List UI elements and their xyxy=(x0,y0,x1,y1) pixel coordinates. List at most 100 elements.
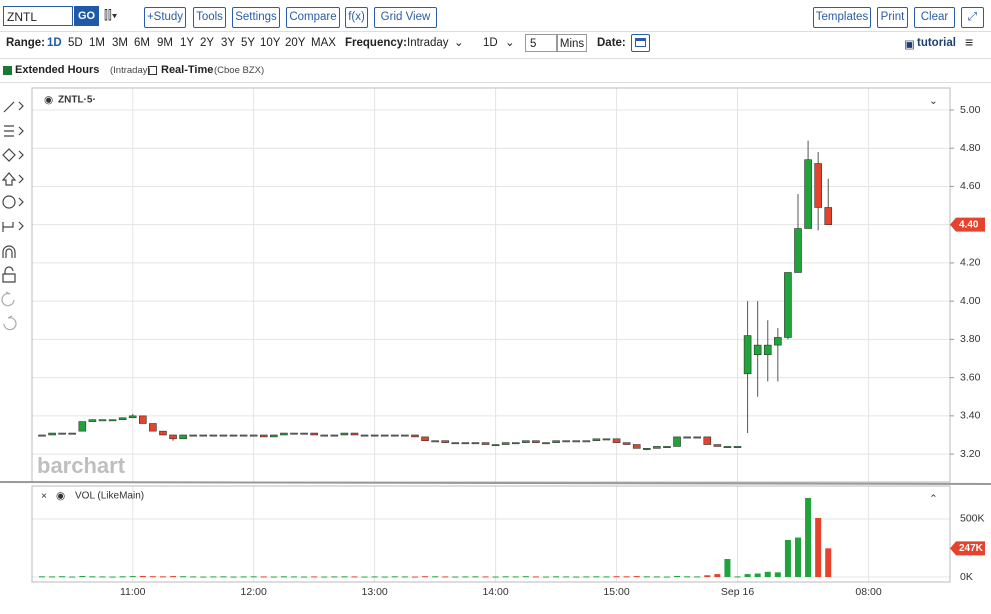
volume-bar xyxy=(139,575,146,578)
candle-body xyxy=(290,432,298,435)
range-option[interactable]: 20Y xyxy=(285,37,306,49)
volume-bar xyxy=(704,575,711,578)
toolbar-button[interactable]: Print xyxy=(877,7,908,28)
tool-icon[interactable] xyxy=(1,172,24,186)
tool-icon[interactable] xyxy=(2,197,24,232)
tutorial-icon[interactable]: ▣ xyxy=(904,39,915,51)
candle-body xyxy=(68,432,77,435)
toolbar-button[interactable]: Compare xyxy=(286,7,340,28)
interval-input[interactable]: 5 xyxy=(525,34,557,52)
range-option[interactable]: 1D xyxy=(47,37,62,49)
volume-bar xyxy=(633,576,640,578)
volume-bar xyxy=(553,576,560,578)
collapse-icon[interactable]: ⌄ xyxy=(929,95,938,107)
fullscreen-button[interactable]: ⤢ xyxy=(961,7,984,28)
volume-panel xyxy=(31,485,951,583)
toolbar-button[interactable]: f(x) xyxy=(345,7,368,28)
tool-icon[interactable] xyxy=(2,148,24,162)
expand-icon[interactable]: ⌃ xyxy=(929,493,938,505)
toolbar-button[interactable]: Settings xyxy=(232,7,280,28)
candle-body xyxy=(128,415,137,419)
range-option[interactable]: 5D xyxy=(68,37,83,49)
range-option[interactable]: 1Y xyxy=(180,37,195,49)
volume-bar xyxy=(311,576,318,578)
tool-icon[interactable] xyxy=(4,125,24,137)
go-button[interactable]: GO xyxy=(74,6,99,26)
range-option[interactable]: 9M xyxy=(157,37,173,49)
range-option[interactable]: 3Y xyxy=(221,37,236,49)
volume-bar xyxy=(119,576,126,578)
dropdown-arrow[interactable]: ⌄ xyxy=(505,37,515,49)
volume-bar xyxy=(694,576,701,578)
volume-bar xyxy=(492,576,499,578)
candle-body xyxy=(522,440,530,443)
range-option[interactable]: 6M xyxy=(134,37,150,49)
tool-icon[interactable] xyxy=(3,101,24,113)
candle-body xyxy=(542,442,550,445)
watermark: barchart xyxy=(37,453,126,478)
candle-body xyxy=(592,438,601,442)
calendar-icon xyxy=(635,38,646,47)
volume-bar xyxy=(260,576,267,578)
extended-hours-checkbox[interactable] xyxy=(3,66,12,75)
volume-bar xyxy=(462,576,469,578)
volume-bar xyxy=(432,576,439,578)
frequency-select[interactable]: Intraday xyxy=(407,37,449,49)
candle-body xyxy=(673,436,681,447)
toolbar-button[interactable]: +Study xyxy=(144,7,186,28)
eye-icon[interactable]: ◉ xyxy=(56,490,65,502)
candle-body xyxy=(582,440,591,443)
candle-body xyxy=(572,440,581,443)
volume-bar xyxy=(351,576,358,578)
realtime-checkbox[interactable] xyxy=(148,66,157,75)
volume-bar xyxy=(522,576,529,578)
candle-body xyxy=(491,444,500,447)
toolbar-button[interactable]: Clear xyxy=(914,7,955,28)
range-option[interactable]: 2Y xyxy=(200,37,215,49)
date-label: Date: xyxy=(597,37,626,49)
tool-icon[interactable] xyxy=(2,266,16,283)
y-tick-label: 4.00 xyxy=(960,295,981,307)
volume-bar xyxy=(623,576,630,578)
candle-body xyxy=(58,432,66,435)
calendar-button[interactable] xyxy=(631,34,650,52)
candle-body xyxy=(552,440,560,443)
y-tick-label: 4.60 xyxy=(960,180,981,192)
chart-style-icon[interactable]: ⫿⫿▾ xyxy=(104,8,118,22)
candle-body xyxy=(370,434,379,437)
tool-icon[interactable] xyxy=(2,195,16,209)
drawing-tools xyxy=(1,101,24,331)
range-option[interactable]: 10Y xyxy=(260,37,281,49)
candle-body xyxy=(169,434,177,440)
menu-icon[interactable]: ≡ xyxy=(965,34,974,50)
dropdown-arrow[interactable]: ⌄ xyxy=(454,37,464,49)
volume-bar xyxy=(714,574,721,578)
range-option[interactable]: MAX xyxy=(311,37,336,49)
tutorial-link[interactable]: tutorial xyxy=(917,37,956,49)
candle-body xyxy=(380,434,389,437)
x-tick-label: 08:00 xyxy=(855,586,881,598)
range-option[interactable]: 1M xyxy=(89,37,105,49)
toolbar-button[interactable]: Grid View xyxy=(374,7,437,28)
volume-label: VOL (LikeMain) xyxy=(75,491,144,502)
range-option[interactable]: 3M xyxy=(112,37,128,49)
tool-icon[interactable] xyxy=(2,245,16,258)
candle-body xyxy=(280,432,288,436)
grid xyxy=(32,88,950,582)
range-option[interactable]: 5Y xyxy=(241,37,256,49)
period-select[interactable]: 1D xyxy=(483,37,498,49)
close-icon[interactable]: × xyxy=(41,490,47,502)
eye-icon[interactable]: ◉ xyxy=(44,94,53,106)
tool-icon[interactable] xyxy=(3,315,17,331)
candle-body xyxy=(159,430,167,436)
toolbar-button[interactable]: Templates xyxy=(813,7,871,28)
toolbar-button[interactable]: Tools xyxy=(193,7,226,28)
volume-bar xyxy=(240,576,247,578)
volume-bar xyxy=(220,576,227,578)
tool-icon[interactable] xyxy=(1,291,15,307)
volume-bar xyxy=(543,576,549,578)
symbol-input[interactable]: ZNTL xyxy=(3,6,73,26)
range-label: Range: xyxy=(6,37,45,49)
